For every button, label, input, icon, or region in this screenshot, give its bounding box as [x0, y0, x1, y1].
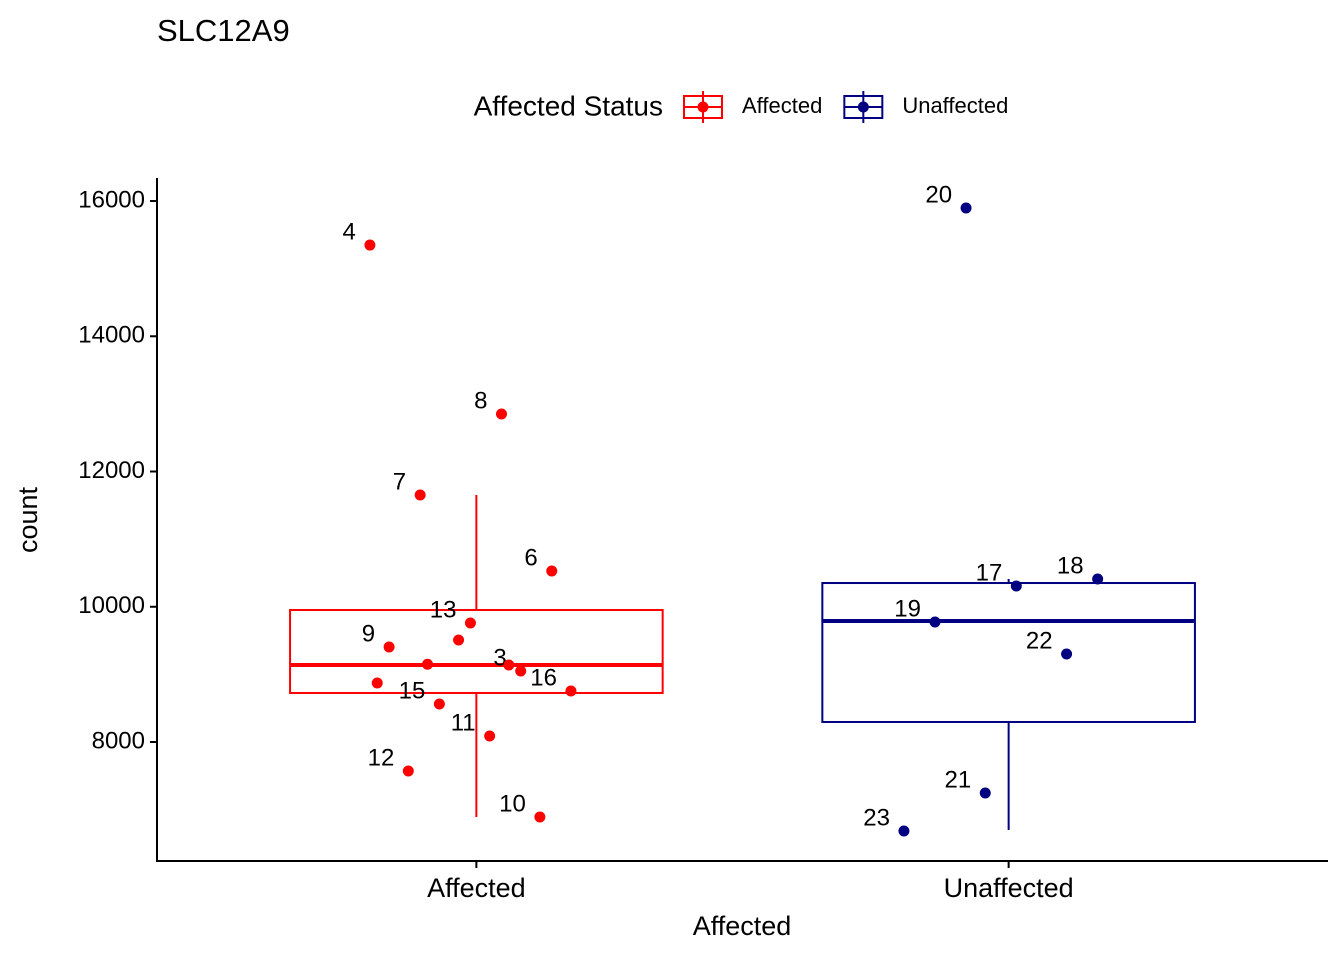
x-tick-label: Unaffected [944, 873, 1074, 903]
box [289, 609, 664, 694]
legend-key [857, 101, 869, 113]
point-label: 11 [451, 709, 476, 736]
point [565, 685, 577, 697]
point [414, 489, 426, 501]
point-label: 12 [368, 744, 395, 771]
point-label: 18 [1057, 552, 1084, 579]
point-label: 7 [393, 468, 406, 495]
legend-label: Affected [742, 93, 822, 118]
point [371, 677, 383, 689]
point [495, 408, 507, 420]
point-label: 4 [343, 218, 356, 245]
point [364, 239, 376, 251]
point [433, 698, 445, 710]
point [898, 825, 910, 837]
point [383, 641, 395, 653]
point [515, 665, 527, 677]
legend-label: Unaffected [902, 93, 1008, 118]
y-tick-label: 10000 [78, 592, 145, 619]
point [960, 202, 972, 214]
box [821, 582, 1196, 723]
point [979, 787, 991, 799]
y-axis-title: count [13, 486, 43, 553]
point-label: 15 [399, 677, 426, 704]
point-label: 8 [474, 387, 487, 414]
legend-key [697, 101, 709, 113]
point [1061, 648, 1073, 660]
point [534, 811, 546, 823]
point [929, 616, 941, 628]
point-label: 17 [976, 559, 1003, 586]
y-tick-label: 16000 [78, 186, 145, 213]
point [503, 659, 515, 671]
point-label: 13 [430, 596, 457, 623]
point-label: 19 [894, 595, 921, 622]
point-label: 16 [530, 664, 557, 691]
y-tick-label: 12000 [78, 457, 145, 484]
y-tick-label: 8000 [92, 727, 145, 754]
point-label: 20 [925, 181, 952, 208]
point [402, 765, 414, 777]
point-label: 21 [945, 766, 972, 793]
point [422, 658, 434, 670]
x-axis-title: Affected [693, 911, 792, 941]
point [1010, 580, 1022, 592]
legend-title: Affected Status [474, 90, 663, 121]
x-tick-label: Affected [427, 873, 526, 903]
chart-title: SLC12A9 [157, 13, 290, 48]
point-label: 23 [863, 804, 890, 831]
point-label: 22 [1026, 627, 1053, 654]
y-tick-label: 14000 [78, 322, 145, 349]
point-label: 10 [499, 790, 526, 817]
point [453, 634, 465, 646]
point [484, 730, 496, 742]
point-label: 6 [524, 544, 537, 571]
point [1092, 573, 1104, 585]
point [546, 565, 558, 577]
point [464, 617, 476, 629]
point-label: 9 [362, 620, 375, 647]
